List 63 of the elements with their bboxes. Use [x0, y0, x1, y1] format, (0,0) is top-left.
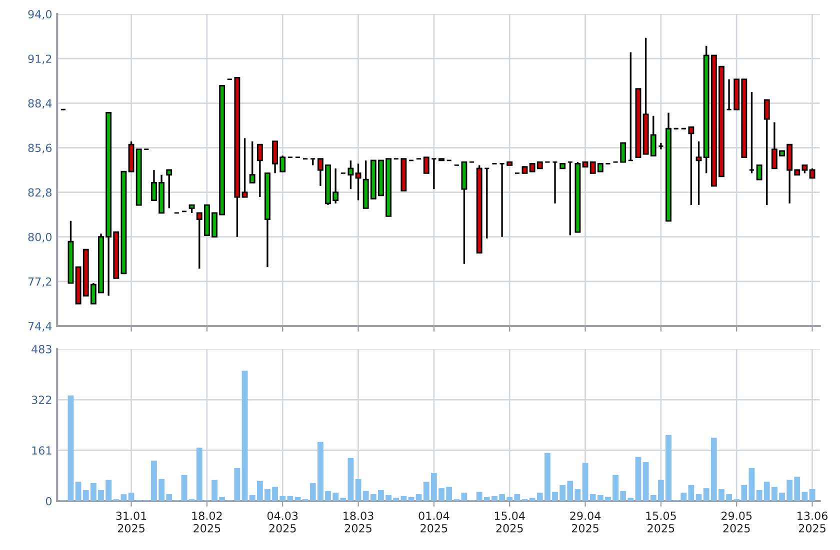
candlestick — [348, 160, 354, 190]
x-tick-label: 18.02 2025 — [192, 512, 222, 532]
bar — [582, 462, 588, 501]
candlestick — [748, 91, 755, 174]
y-tick-label: 322 — [32, 396, 52, 404]
y-tick-label: 80,0 — [28, 232, 52, 242]
y-tick-label: 77,2 — [28, 277, 52, 287]
bar — [68, 396, 74, 501]
x-tick-label: 31.01 2025 — [116, 512, 146, 532]
x-tick-label: 15.04 2025 — [494, 512, 525, 532]
bar — [408, 496, 414, 501]
y-tick-label: 483 — [32, 344, 52, 354]
candlestick — [166, 169, 172, 210]
y-tick-label: 94,0 — [28, 10, 52, 20]
x-tick-label: 13.06 2025 — [798, 512, 828, 532]
y-tick-label: 0 — [46, 496, 52, 506]
x-tick-label: 18.03 2025 — [344, 512, 374, 532]
candlestick — [764, 99, 770, 206]
bar — [748, 468, 755, 501]
bar — [120, 494, 127, 501]
y-tick-label: 82,8 — [28, 188, 52, 198]
bar — [355, 478, 362, 501]
bar — [294, 496, 301, 501]
candlestick — [484, 168, 490, 240]
x-tick-label: 04.03 2025 — [267, 512, 298, 532]
bar — [809, 489, 816, 501]
candlestick — [552, 161, 558, 204]
candlestick — [726, 78, 732, 110]
candlestick — [499, 162, 506, 238]
bar — [688, 484, 694, 501]
x-tick-label: 15.05 2025 — [646, 512, 676, 532]
candlestick — [688, 126, 694, 206]
x-tick-label: 29.05 2025 — [722, 512, 752, 532]
bar — [635, 456, 642, 501]
y-tick-label: 161 — [32, 446, 52, 455]
candlestick — [620, 142, 626, 163]
bar — [574, 489, 581, 501]
candlestick — [658, 142, 664, 150]
bar — [234, 468, 240, 501]
candlestick — [628, 51, 634, 162]
bar — [348, 458, 354, 501]
bar — [242, 370, 248, 501]
candlestick — [256, 144, 263, 198]
bar — [128, 492, 134, 501]
bar — [696, 494, 702, 501]
y-tick-label: 88,4 — [28, 99, 52, 109]
y-tick-label: 74,4 — [28, 322, 52, 332]
bar — [461, 492, 468, 501]
candlestick — [423, 156, 430, 174]
x-tick-label: 01.04 2025 — [418, 512, 450, 532]
candlestick — [355, 162, 362, 202]
candlestick — [809, 168, 816, 179]
candlestick — [567, 161, 574, 236]
x-tick-label: 29.04 2025 — [570, 512, 601, 532]
bar — [802, 492, 808, 501]
candlestick — [696, 140, 702, 206]
candlestick — [756, 164, 762, 180]
y-tick-label: 85,6 — [28, 144, 52, 154]
candlestick — [430, 158, 437, 190]
bar — [181, 474, 188, 501]
candlestick — [249, 140, 256, 184]
y-tick-label: 91,2 — [28, 54, 52, 64]
candlestick — [242, 137, 248, 198]
